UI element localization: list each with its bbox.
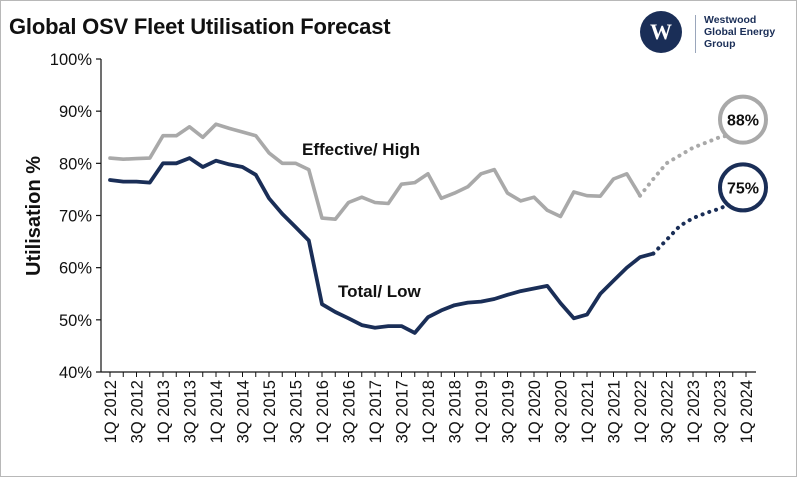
westwood-logo: W Westwood Global Energy Group bbox=[640, 11, 790, 57]
total-low-forecast-line bbox=[651, 200, 735, 256]
effective-high-end-value-label: 88% bbox=[727, 113, 759, 130]
y-tick-label: 90% bbox=[59, 103, 92, 121]
total-low-series-line bbox=[108, 156, 656, 335]
x-tick-label: 1Q 2012 bbox=[102, 380, 120, 443]
logo-line-1: Westwood bbox=[704, 14, 757, 26]
x-tick-label: 1Q 2016 bbox=[314, 380, 332, 443]
x-tick-label: 1Q 2024 bbox=[738, 380, 756, 443]
x-tick-label: 3Q 2014 bbox=[235, 380, 253, 443]
x-tick-label: 3Q 2019 bbox=[500, 380, 518, 443]
x-tick-label: 3Q 2020 bbox=[553, 380, 571, 443]
x-tick-label: 1Q 2023 bbox=[685, 380, 703, 443]
y-tick-label: 70% bbox=[59, 208, 92, 226]
x-tick-label: 1Q 2018 bbox=[420, 380, 438, 443]
x-axis: 1Q 2012 3Q 2012 1Q 2013 3Q 2013 1Q 2014 3Q 20… bbox=[101, 371, 756, 443]
x-tick-label: 3Q 2013 bbox=[182, 380, 200, 443]
total-low-annotation: Total/ Low bbox=[338, 282, 422, 301]
y-tick-label: 60% bbox=[59, 260, 92, 278]
y-tick-label: 80% bbox=[59, 155, 92, 173]
x-tick-label: 3Q 2012 bbox=[129, 380, 147, 443]
w-mark-icon: W bbox=[650, 21, 672, 43]
x-tick-label: 3Q 2022 bbox=[659, 380, 677, 443]
effective-high-forecast-line bbox=[638, 132, 735, 198]
effective-high-series-line bbox=[108, 122, 642, 221]
y-axis-label: Utilisation % bbox=[23, 156, 45, 276]
x-tick-label: 1Q 2021 bbox=[579, 380, 597, 443]
x-tick-label: 1Q 2020 bbox=[526, 380, 544, 443]
x-tick-label: 3Q 2016 bbox=[341, 380, 359, 443]
x-tick-label: 3Q 2015 bbox=[288, 380, 306, 443]
logo-mark: W bbox=[650, 21, 672, 43]
x-tick-label: 1Q 2017 bbox=[367, 380, 385, 443]
x-tick-label: 1Q 2014 bbox=[208, 380, 226, 443]
x-tick-label: 3Q 2021 bbox=[606, 380, 624, 443]
x-tick-label: 1Q 2013 bbox=[155, 380, 173, 443]
logo-line-3: Group bbox=[704, 38, 736, 50]
total-low-end-value-label: 75% bbox=[727, 180, 759, 197]
x-tick-label: 1Q 2015 bbox=[261, 380, 279, 443]
x-tick-label: 3Q 2018 bbox=[447, 380, 465, 443]
series-group bbox=[108, 122, 735, 335]
logo-wordmark: Westwood Global Energy Group bbox=[704, 14, 794, 50]
y-axis: 40% 50% 60% 70% 80% 90% 100% bbox=[50, 51, 102, 382]
x-tick-label: 1Q 2022 bbox=[632, 380, 650, 443]
chart-title: Global OSV Fleet Utilisation Forecast bbox=[9, 14, 391, 39]
logo-divider bbox=[695, 15, 696, 53]
y-tick-label: 50% bbox=[59, 312, 92, 330]
effective-high-end-bubble bbox=[718, 94, 768, 145]
y-tick-label: 40% bbox=[59, 364, 92, 382]
y-tick-label: 100% bbox=[50, 51, 93, 69]
logo-line-2: Global Energy bbox=[704, 26, 776, 38]
x-tick-label: 1Q 2019 bbox=[473, 380, 491, 443]
westwood-w-logo-icon: W bbox=[640, 11, 682, 53]
total-low-end-bubble bbox=[718, 162, 768, 213]
effective-high-annotation: Effective/ High bbox=[302, 140, 420, 159]
x-tick-label: 3Q 2017 bbox=[394, 380, 412, 443]
end-value-bubbles: 88% 75% bbox=[718, 94, 768, 213]
x-tick-label: 3Q 2023 bbox=[712, 380, 730, 443]
